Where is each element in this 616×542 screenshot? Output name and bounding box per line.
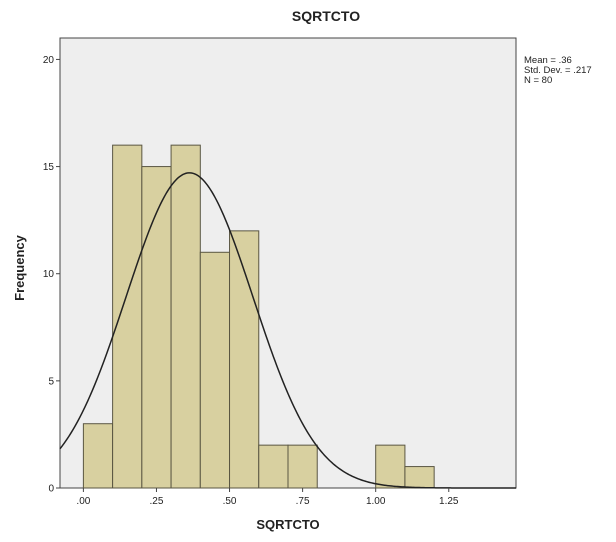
histogram-bar: [82, 423, 114, 489]
x-tick-label: .50: [223, 496, 237, 507]
histogram-bar: [229, 230, 260, 489]
stats-line: N = 80: [524, 75, 552, 86]
histogram-bar: [258, 444, 289, 489]
x-tick-label: 1.00: [366, 496, 386, 507]
normal-curve: [59, 172, 516, 489]
x-axis-title: SQRTCTO: [256, 517, 319, 532]
histogram-bar: [404, 466, 435, 489]
y-tick-label: 20: [43, 55, 55, 66]
histogram-bar: [112, 144, 143, 489]
chart-title: SQRTCTO: [292, 8, 360, 24]
y-tick-label: 10: [43, 269, 55, 280]
y-axis: 0 5 10 15 20: [43, 55, 60, 495]
stats-line: Std. Dev. = .217: [524, 65, 592, 76]
histogram-bar: [287, 444, 318, 489]
x-tick-label: .75: [296, 496, 310, 507]
x-tick-label: 1.25: [439, 496, 459, 507]
stats-line: Mean = .36: [524, 55, 572, 66]
y-tick-label: 5: [48, 376, 54, 387]
y-tick-label: 0: [48, 484, 54, 495]
histogram-bar: [141, 166, 172, 489]
histogram-bar: [199, 251, 231, 489]
x-tick-label: .25: [150, 496, 164, 507]
histogram-bar: [170, 144, 201, 489]
y-axis-title: Frequency: [12, 234, 27, 301]
histogram-bar: [375, 444, 406, 489]
x-tick-label: .00: [76, 496, 90, 507]
y-tick-label: 15: [43, 162, 55, 173]
histogram-bars: [82, 144, 435, 489]
x-axis: .00 .25 .50 .75 1.00 1.25: [76, 488, 459, 507]
